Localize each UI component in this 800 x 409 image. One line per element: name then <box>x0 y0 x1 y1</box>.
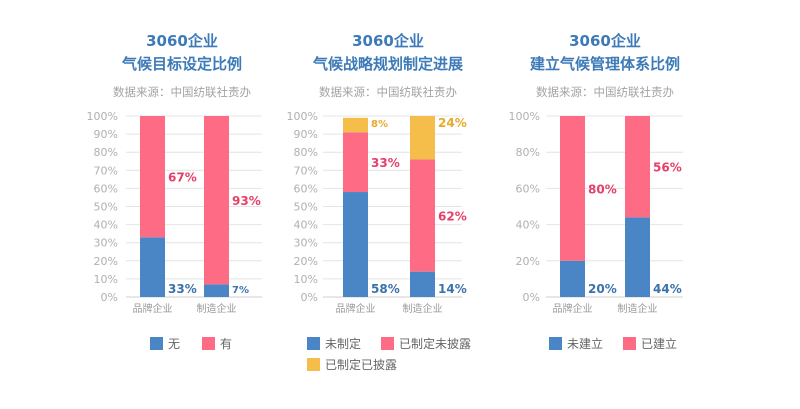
chart3-bar-已建立-品牌企业 <box>560 116 585 261</box>
chart3-ytick-label: 40% <box>516 219 540 232</box>
chart2-data-label: 24% <box>438 116 467 130</box>
chart3-xtick-label: 制造企业 <box>618 302 658 315</box>
chart2-ytick-label: 10% <box>294 273 318 286</box>
chart1-ytick-label: 100% <box>87 110 118 123</box>
legend-swatch <box>202 337 215 350</box>
chart2-xtick-label: 制造企业 <box>403 302 443 315</box>
chart1-ytick-label: 90% <box>94 128 118 141</box>
legend-label: 已制定未披露 <box>399 337 472 351</box>
chart2-title-line1: 3060企业 <box>352 32 424 50</box>
chart1-bar-无-制造企业 <box>204 284 229 297</box>
chart2-bar-已制定未披露-品牌企业 <box>343 132 368 193</box>
chart1-xtick-label: 品牌企业 <box>133 302 173 315</box>
legend-label: 已建立 <box>641 337 678 351</box>
chart2-ytick-label: 20% <box>294 255 318 268</box>
chart2-legend-item-0: 未制定 <box>307 335 361 352</box>
chart1-data-label: 67% <box>168 171 197 185</box>
chart1-title-line1: 3060企业 <box>146 32 218 50</box>
chart1-ytick-label: 20% <box>94 255 118 268</box>
chart3-source: 数据来源：中国纺联社责办 <box>536 85 674 99</box>
chart2-bar-已制定已披露-制造企业 <box>410 116 435 160</box>
chart3-legend-item-0: 未建立 <box>549 335 603 352</box>
chart1-ytick-label: 70% <box>94 164 118 177</box>
legend-swatch <box>549 337 562 350</box>
chart1-ytick-label: 0% <box>101 291 118 304</box>
legend-label: 无 <box>168 337 181 351</box>
chart2-legend-item-2: 已制定已披露 <box>307 356 397 373</box>
legend-swatch <box>307 337 320 350</box>
chart3-bar-已建立-制造企业 <box>625 116 650 218</box>
chart3-data-label: 56% <box>653 161 682 175</box>
chart1-title: 3060企业 气候目标设定比例 <box>62 30 302 76</box>
chart1-xtick-label: 制造企业 <box>197 302 237 315</box>
chart2-data-label: 14% <box>438 282 467 296</box>
chart2-ytick-label: 0% <box>301 291 318 304</box>
legend-swatch <box>307 358 320 371</box>
chart1-source: 数据来源：中国纺联社责办 <box>113 85 251 99</box>
chart2-data-label: 8% <box>371 119 388 130</box>
chart3-bar-未建立-品牌企业 <box>560 260 585 297</box>
chart2-title-line2: 气候战略规划制定进展 <box>312 55 463 73</box>
chart3-data-label: 20% <box>588 282 617 296</box>
chart2-bar-未制定-品牌企业 <box>343 192 368 297</box>
chart1-legend-item-1: 有 <box>202 335 232 352</box>
chart1-bar-有-品牌企业 <box>140 116 165 238</box>
chart3-title-line2: 建立气候管理体系比例 <box>529 55 680 73</box>
chart3-data-label: 44% <box>653 282 682 296</box>
chart1-ytick-label: 10% <box>94 273 118 286</box>
chart3-ytick-label: 0% <box>523 291 540 304</box>
chart1-bar-有-制造企业 <box>204 116 229 285</box>
chart2-bar-已制定未披露-制造企业 <box>410 159 435 272</box>
legend-label: 未制定 <box>325 337 362 351</box>
chart1-title-line2: 气候目标设定比例 <box>121 55 242 73</box>
chart1-data-label: 7% <box>232 285 249 296</box>
chart3-ytick-label: 20% <box>516 255 540 268</box>
chart2-ytick-label: 70% <box>294 164 318 177</box>
chart2-legend-item-1: 已制定未披露 <box>381 335 471 352</box>
chart2-ytick-label: 30% <box>294 237 318 250</box>
chart3-bar-未建立-制造企业 <box>625 217 650 297</box>
chart2-data-label: 62% <box>438 210 467 224</box>
chart1-ytick-label: 80% <box>94 146 118 159</box>
chart3-legend-item-1: 已建立 <box>623 335 677 352</box>
chart3-ytick-label: 100% <box>509 110 540 123</box>
legend-swatch <box>150 337 163 350</box>
chart1-legend-item-0: 无 <box>150 335 180 352</box>
chart2-ytick-label: 90% <box>294 128 318 141</box>
legend-swatch <box>381 337 394 350</box>
chart2-xtick-label: 品牌企业 <box>336 302 376 315</box>
chart3-xtick-label: 品牌企业 <box>553 302 593 315</box>
chart2-ytick-label: 50% <box>294 201 318 214</box>
chart2-bar-已制定已披露-品牌企业 <box>343 117 368 133</box>
chart1-data-label: 33% <box>168 282 197 296</box>
chart1-bar-无-品牌企业 <box>140 237 165 297</box>
chart2-data-label: 33% <box>371 156 400 170</box>
chart1-data-label: 93% <box>232 194 261 208</box>
chart3-title-line1: 3060企业 <box>569 32 641 50</box>
chart2-ytick-label: 100% <box>287 110 318 123</box>
chart2-title: 3060企业 气候战略规划制定进展 <box>268 30 508 76</box>
chart2-ytick-label: 80% <box>294 146 318 159</box>
legend-label: 有 <box>220 337 233 351</box>
chart3-ytick-label: 60% <box>516 182 540 195</box>
legend-swatch <box>623 337 636 350</box>
chart2-source: 数据来源：中国纺联社责办 <box>319 85 457 99</box>
chart2-ytick-label: 40% <box>294 219 318 232</box>
chart3-ytick-label: 80% <box>516 146 540 159</box>
chart2-bar-未制定-制造企业 <box>410 271 435 297</box>
chart1-ytick-label: 30% <box>94 237 118 250</box>
chart3-title: 3060企业 建立气候管理体系比例 <box>485 30 725 76</box>
legend-label: 未建立 <box>567 337 604 351</box>
chart2-ytick-label: 60% <box>294 182 318 195</box>
legend-label: 已制定已披露 <box>325 358 398 372</box>
chart1-ytick-label: 50% <box>94 201 118 214</box>
chart1-ytick-label: 40% <box>94 219 118 232</box>
chart1-ytick-label: 60% <box>94 182 118 195</box>
chart2-data-label: 58% <box>371 282 400 296</box>
chart3-data-label: 80% <box>588 182 617 196</box>
